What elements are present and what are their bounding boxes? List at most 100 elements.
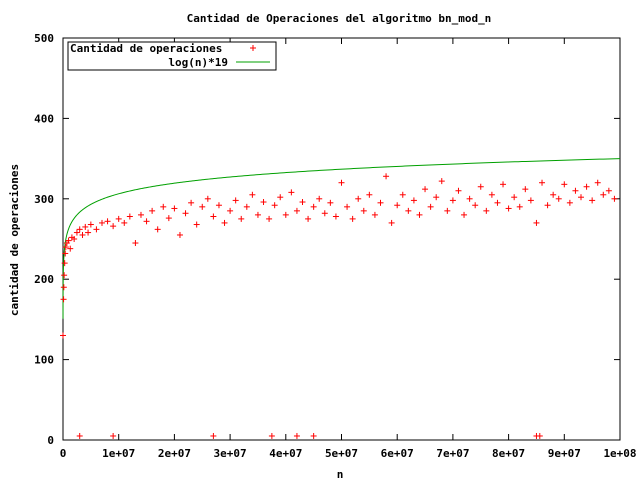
data-point xyxy=(61,260,68,267)
data-point xyxy=(288,189,295,196)
data-point xyxy=(611,195,618,202)
data-point xyxy=(60,332,66,339)
data-point xyxy=(505,205,512,212)
data-point xyxy=(332,213,339,220)
y-tick-label: 300 xyxy=(34,193,54,206)
chart-title: Cantidad de Operaciones del algoritmo bn… xyxy=(187,12,492,25)
data-point xyxy=(210,213,217,220)
data-point xyxy=(171,205,178,212)
data-point xyxy=(511,194,518,201)
data-point xyxy=(589,197,596,204)
data-point xyxy=(154,226,161,233)
data-point xyxy=(349,215,356,222)
data-point xyxy=(310,203,317,210)
data-point xyxy=(483,207,490,214)
plot-frame xyxy=(62,37,621,441)
data-point xyxy=(338,179,345,186)
data-point xyxy=(260,199,267,206)
data-point xyxy=(67,245,74,252)
data-point xyxy=(310,432,317,439)
x-tick-label: 7e+07 xyxy=(436,447,469,460)
data-point xyxy=(388,219,395,226)
x-tick-label: 1e+07 xyxy=(102,447,135,460)
data-point xyxy=(550,191,557,198)
data-point xyxy=(366,191,373,198)
data-point xyxy=(266,215,273,222)
data-point xyxy=(98,219,105,226)
data-point xyxy=(327,199,334,206)
x-tick-label: 3e+07 xyxy=(214,447,247,460)
data-point xyxy=(76,432,83,439)
data-point xyxy=(271,202,278,209)
data-point xyxy=(82,223,89,230)
data-point xyxy=(182,210,189,217)
data-point xyxy=(299,199,306,206)
data-point xyxy=(249,191,256,198)
x-tick-label: 8e+07 xyxy=(492,447,525,460)
data-point xyxy=(121,219,128,226)
data-point xyxy=(394,202,401,209)
data-point xyxy=(527,197,534,204)
data-point xyxy=(399,191,406,198)
data-point xyxy=(494,199,501,206)
y-tick-label: 0 xyxy=(47,434,54,447)
data-point xyxy=(160,203,167,210)
data-point xyxy=(85,229,92,236)
x-tick-label: 9e+07 xyxy=(548,447,581,460)
data-point xyxy=(62,250,69,257)
data-point xyxy=(539,179,546,186)
x-tick-label: 5e+07 xyxy=(325,447,358,460)
data-point xyxy=(305,215,312,222)
data-point xyxy=(488,191,495,198)
data-point xyxy=(383,173,390,180)
y-tick-label: 100 xyxy=(34,354,54,367)
data-point xyxy=(176,231,183,238)
y-tick-label: 200 xyxy=(34,273,54,286)
data-point xyxy=(422,186,429,193)
legend-box xyxy=(67,41,277,71)
data-point xyxy=(232,197,239,204)
data-point xyxy=(62,244,69,251)
data-point xyxy=(132,240,139,247)
data-point xyxy=(344,203,351,210)
data-point xyxy=(149,207,156,214)
data-point xyxy=(110,223,117,230)
data-point xyxy=(268,432,275,439)
data-point xyxy=(115,215,122,222)
y-axis-label: cantidad de operaciones xyxy=(8,164,21,316)
data-point xyxy=(427,203,434,210)
data-point xyxy=(293,207,300,214)
data-point xyxy=(238,215,245,222)
data-point xyxy=(555,195,562,202)
data-point xyxy=(578,194,585,201)
data-point xyxy=(516,203,523,210)
data-point xyxy=(93,226,100,233)
data-point xyxy=(316,195,323,202)
data-point xyxy=(104,218,111,225)
x-tick-label: 4e+07 xyxy=(269,447,302,460)
data-point xyxy=(321,210,328,217)
data-point xyxy=(221,219,228,226)
data-point xyxy=(444,207,451,214)
x-tick-label: 1e+08 xyxy=(603,447,636,460)
data-point xyxy=(243,203,250,210)
data-point xyxy=(377,199,384,206)
data-point xyxy=(126,213,133,220)
y-tick-label: 400 xyxy=(34,112,54,125)
data-point xyxy=(71,236,78,242)
data-point xyxy=(60,296,67,303)
legend-label-points: Cantidad de operaciones xyxy=(70,42,222,55)
legend: Cantidad de operaciones log(n)*19 xyxy=(67,41,277,71)
data-point xyxy=(572,187,579,194)
data-point xyxy=(433,194,440,201)
data-point xyxy=(522,186,529,193)
data-point xyxy=(293,432,300,439)
series-line-log xyxy=(62,158,621,319)
data-point xyxy=(76,226,83,233)
x-axis-label: n xyxy=(337,468,344,480)
data-point xyxy=(371,211,378,218)
data-point xyxy=(477,183,484,190)
data-point xyxy=(500,181,507,188)
data-point xyxy=(405,207,412,214)
